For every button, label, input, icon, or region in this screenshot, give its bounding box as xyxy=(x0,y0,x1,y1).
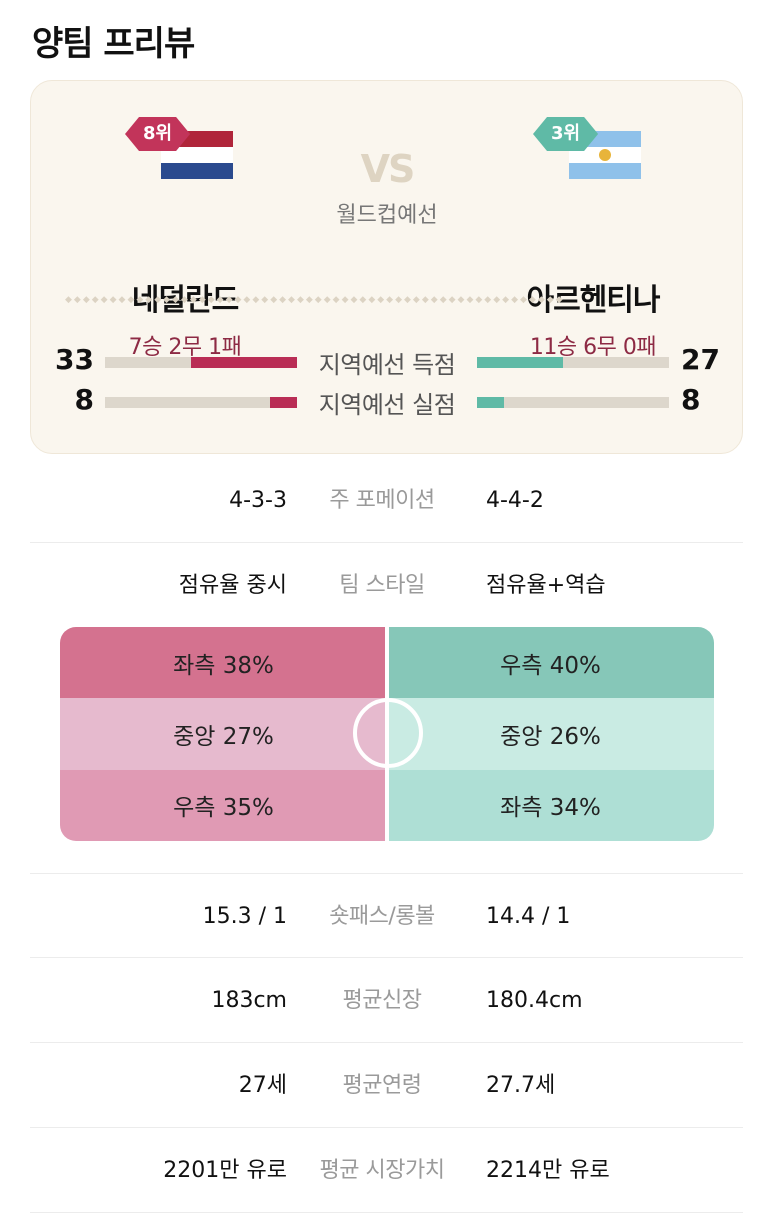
away-goals-conceded-fill xyxy=(477,397,504,408)
home-goals-conceded-bar xyxy=(105,397,297,408)
home-zone-center: 중앙 27% xyxy=(60,698,387,770)
home-rank-badge: 8위 xyxy=(125,117,190,151)
attack-direction-pitch: 좌측 38% 중앙 27% 우측 35% 우측 40% 중앙 26% 좌측 34… xyxy=(60,627,714,841)
pass-ratio-label: 숏패스/롱볼 xyxy=(329,904,435,929)
sun-of-may-icon xyxy=(599,149,611,161)
away-flag-area: 3위 xyxy=(523,81,663,179)
away-team-name: 아르헨티나 xyxy=(526,283,661,318)
home-team-name: 네덜란드 xyxy=(131,283,239,318)
formation-label: 주 포메이션 xyxy=(329,488,435,513)
league-label: 월드컵예선 xyxy=(336,203,438,228)
center-circle xyxy=(353,698,423,768)
home-zone-left: 좌측 38% xyxy=(60,627,387,699)
home-goals-scored-bar xyxy=(105,357,297,368)
away-goals-scored: 27 xyxy=(681,343,720,376)
match-summary-card: 8위 네덜란드 7승 2무 1패 VS 월드컵예선 3위 아르헨티나 11승 6… xyxy=(30,80,743,454)
away-rank-badge: 3위 xyxy=(533,117,598,151)
away-team-record: 11승 6무 0패 xyxy=(529,335,657,360)
home-pass-ratio: 15.3 / 1 xyxy=(202,904,287,929)
away-avg-height: 180.4cm xyxy=(486,988,583,1013)
home-avg-age: 27세 xyxy=(238,1073,287,1098)
away-team-style: 점유율+역습 xyxy=(486,573,606,598)
team-style-row: 점유율 중시 팀 스타일 점유율+역습 xyxy=(30,543,743,628)
home-avg-height: 183cm xyxy=(211,988,287,1013)
home-team: 8위 네덜란드 7승 2무 1패 xyxy=(55,81,315,361)
avg-age-row: 27세 평균연령 27.7세 xyxy=(30,1043,743,1128)
home-goals-scored-fill xyxy=(191,357,297,368)
home-flag-area: 8위 xyxy=(115,81,255,179)
avg-age-label: 평균연령 xyxy=(342,1073,422,1098)
away-goals-scored-bar xyxy=(477,357,669,368)
home-team-style: 점유율 중시 xyxy=(178,573,287,598)
formation-row: 4-3-3 주 포메이션 4-4-2 xyxy=(30,458,743,543)
away-market-value: 2214만 유로 xyxy=(486,1158,610,1183)
away-goals-conceded-bar xyxy=(477,397,669,408)
page-title: 양팀 프리뷰 xyxy=(32,24,195,64)
away-team: 3위 아르헨티나 11승 6무 0패 xyxy=(463,81,723,361)
home-team-record: 7승 2무 1패 xyxy=(128,335,242,360)
team-style-label: 팀 스타일 xyxy=(339,573,425,598)
goals-scored-row: 33 지역예선 득점 27 xyxy=(31,343,744,383)
goals-scored-label: 지역예선 득점 xyxy=(318,351,456,379)
goals-conceded-row: 8 지역예선 실점 8 xyxy=(31,383,744,423)
away-avg-age: 27.7세 xyxy=(486,1073,556,1098)
away-goals-scored-fill xyxy=(477,357,564,368)
away-zone-center: 중앙 26% xyxy=(387,698,714,770)
home-zone-right: 우측 35% xyxy=(60,769,387,841)
away-goals-conceded: 8 xyxy=(681,383,701,416)
avg-height-label: 평균신장 xyxy=(342,988,422,1013)
away-zone-right: 우측 40% xyxy=(387,627,714,699)
dotted-divider: ◆◆◆◆◆◆◆◆◆◆◆◆◆◆◆◆◆◆◆◆◆◆◆◆◆◆◆◆◆◆◆◆◆◆◆◆◆◆◆◆… xyxy=(65,295,565,305)
pass-ratio-row: 15.3 / 1 숏패스/롱볼 14.4 / 1 xyxy=(30,873,743,958)
away-pass-ratio: 14.4 / 1 xyxy=(486,904,571,929)
away-zone-left: 좌측 34% xyxy=(387,769,714,841)
home-market-value: 2201만 유로 xyxy=(163,1158,287,1183)
home-goals-conceded: 8 xyxy=(74,383,94,416)
away-formation: 4-4-2 xyxy=(486,488,544,513)
market-value-row: 2201만 유로 평균 시장가치 2214만 유로 xyxy=(30,1128,743,1213)
vs-label: VS xyxy=(360,147,416,191)
goals-conceded-label: 지역예선 실점 xyxy=(318,391,456,419)
market-value-label: 평균 시장가치 xyxy=(319,1158,445,1183)
home-formation: 4-3-3 xyxy=(229,488,287,513)
home-goals-scored: 33 xyxy=(55,343,94,376)
home-goals-conceded-fill xyxy=(270,397,297,408)
avg-height-row: 183cm 평균신장 180.4cm xyxy=(30,958,743,1043)
